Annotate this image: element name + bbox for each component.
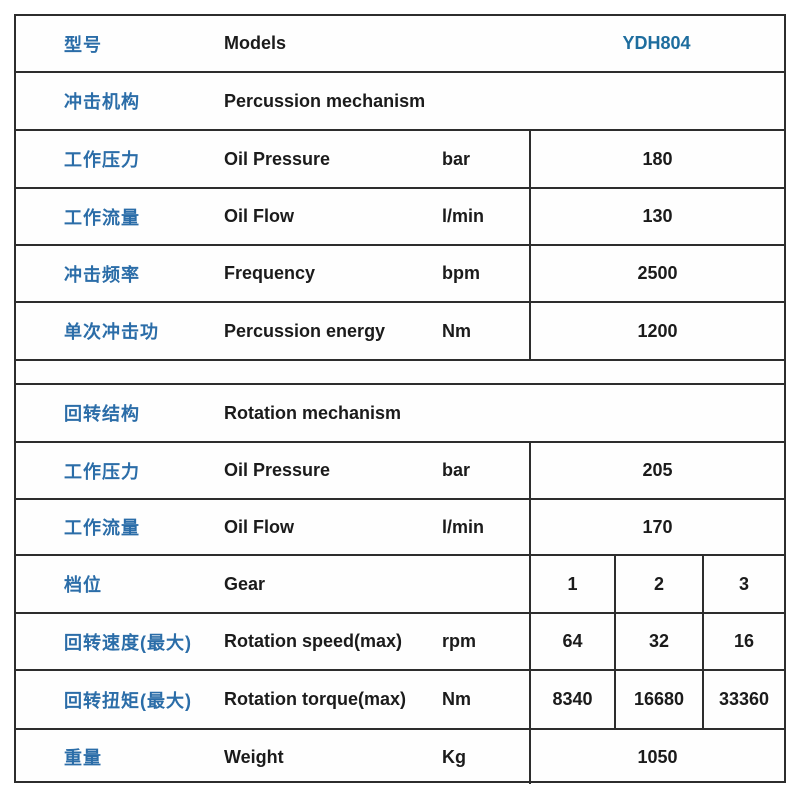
table-row-rotation-torque: 回转扭矩(最大) Rotation torque(max) Nm 8340 16… [16,669,784,728]
table-row-oil-flow-rotation: 工作流量 Oil Flow l/min 170 [16,498,784,554]
table-row-model: 型号 Models YDH804 [16,16,784,71]
row-left-padding [16,671,64,728]
label-en-oil-flow: Oil Flow [224,206,294,226]
value-oil-flow: 130 [529,189,784,244]
row-left-padding [16,556,64,612]
value-gear-2: 2 [614,556,702,612]
label-en-percussion-mechanism: Percussion mechanism [224,90,426,111]
unit-oil-pressure: bar [442,148,471,169]
row-left-padding [16,16,64,71]
row-left-padding [16,614,64,669]
table-row-section-rotation: 回转结构 Rotation mechanism [16,383,784,441]
value-percussion-energy: 1200 [529,303,784,359]
table-row-oil-flow-percussion: 工作流量 Oil Flow l/min 130 [16,187,784,244]
label-cn-percussion-energy: 单次冲击功 [64,322,159,342]
label-cn-percussion-mechanism: 冲击机构 [64,92,140,112]
label-cn-rotation-speed: 回转速度(最大) [64,632,192,653]
value-model-number: YDH804 [622,33,691,53]
unit-oil-flow: l/min [442,516,485,537]
value-gear-3: 3 [702,556,784,612]
row-left-padding [16,730,64,784]
value-gear-1: 1 [529,556,614,612]
label-en-gear: Gear [224,573,266,594]
table-row-weight: 重量 Weight Kg 1050 [16,728,784,784]
row-left-padding [16,131,64,187]
row-left-padding [16,303,64,359]
specification-table: 型号 Models YDH804 冲击机构 Percussion mechani… [14,14,786,784]
table-row-oil-pressure-rotation: 工作压力 Oil Pressure bar 205 [16,441,784,498]
label-cn-weight: 重量 [64,748,102,768]
unit-cell-empty [442,16,529,71]
label-cn-rotation-torque: 回转扭矩(最大) [64,690,192,711]
row-left-padding [16,246,64,301]
value-rotation-speed-gear2: 32 [614,614,702,669]
value-weight: 1050 [529,730,784,784]
table-row-spacer [16,359,784,383]
table-row-rotation-speed: 回转速度(最大) Rotation speed(max) rpm 64 32 1… [16,612,784,669]
value-rotation-speed-gear1: 64 [529,614,614,669]
unit-oil-pressure: bar [442,460,471,480]
value-rotation-torque-gear2: 16680 [614,671,702,728]
unit-oil-flow: l/min [442,206,485,226]
label-cn-frequency: 冲击频率 [64,264,140,285]
table-row-gear: 档位 Gear 1 2 3 [16,554,784,612]
value-oil-flow: 170 [529,500,784,554]
label-en-rotation-torque: Rotation torque(max) [224,689,406,709]
unit-frequency: bpm [442,263,480,283]
label-cn-rotation-mechanism: 回转结构 [64,404,140,424]
row-left-padding [16,500,64,554]
table-row-frequency: 冲击频率 Frequency bpm 2500 [16,244,784,301]
label-cn-model: 型号 [64,34,102,55]
label-en-oil-pressure: Oil Pressure [224,148,331,169]
unit-gear [442,556,529,612]
row-left-padding [16,443,64,498]
label-cn-oil-pressure: 工作压力 [64,150,140,170]
table-row-section-percussion: 冲击机构 Percussion mechanism [16,71,784,129]
value-rotation-torque-gear3: 33360 [702,671,784,728]
label-en-model: Models [224,33,287,53]
label-cn-oil-pressure: 工作压力 [64,461,140,482]
value-rotation-torque-gear1: 8340 [529,671,614,728]
label-en-rotation-mechanism: Rotation mechanism [224,402,402,423]
label-en-oil-flow: Oil Flow [224,516,294,537]
label-en-oil-pressure: Oil Pressure [224,460,331,480]
value-oil-pressure: 180 [529,131,784,187]
value-frequency: 2500 [529,246,784,301]
label-en-frequency: Frequency [224,263,316,283]
row-left-padding [16,189,64,244]
unit-rotation-torque: Nm [442,689,472,709]
unit-percussion-energy: Nm [442,320,472,341]
label-en-percussion-energy: Percussion energy [224,320,386,341]
label-en-weight: Weight [224,746,284,767]
label-cn-oil-flow: 工作流量 [64,207,140,228]
table-row-oil-pressure-percussion: 工作压力 Oil Pressure bar 180 [16,129,784,187]
unit-rotation-speed: rpm [442,631,477,651]
value-rotation-speed-gear3: 16 [702,614,784,669]
table-row-percussion-energy: 单次冲击功 Percussion energy Nm 1200 [16,301,784,359]
label-cn-gear: 档位 [64,575,102,595]
row-left-padding [16,73,64,129]
value-oil-pressure: 205 [529,443,784,498]
unit-weight: Kg [442,746,466,767]
label-cn-oil-flow: 工作流量 [64,518,140,538]
row-left-padding [16,385,64,441]
label-en-rotation-speed: Rotation speed(max) [224,631,403,651]
